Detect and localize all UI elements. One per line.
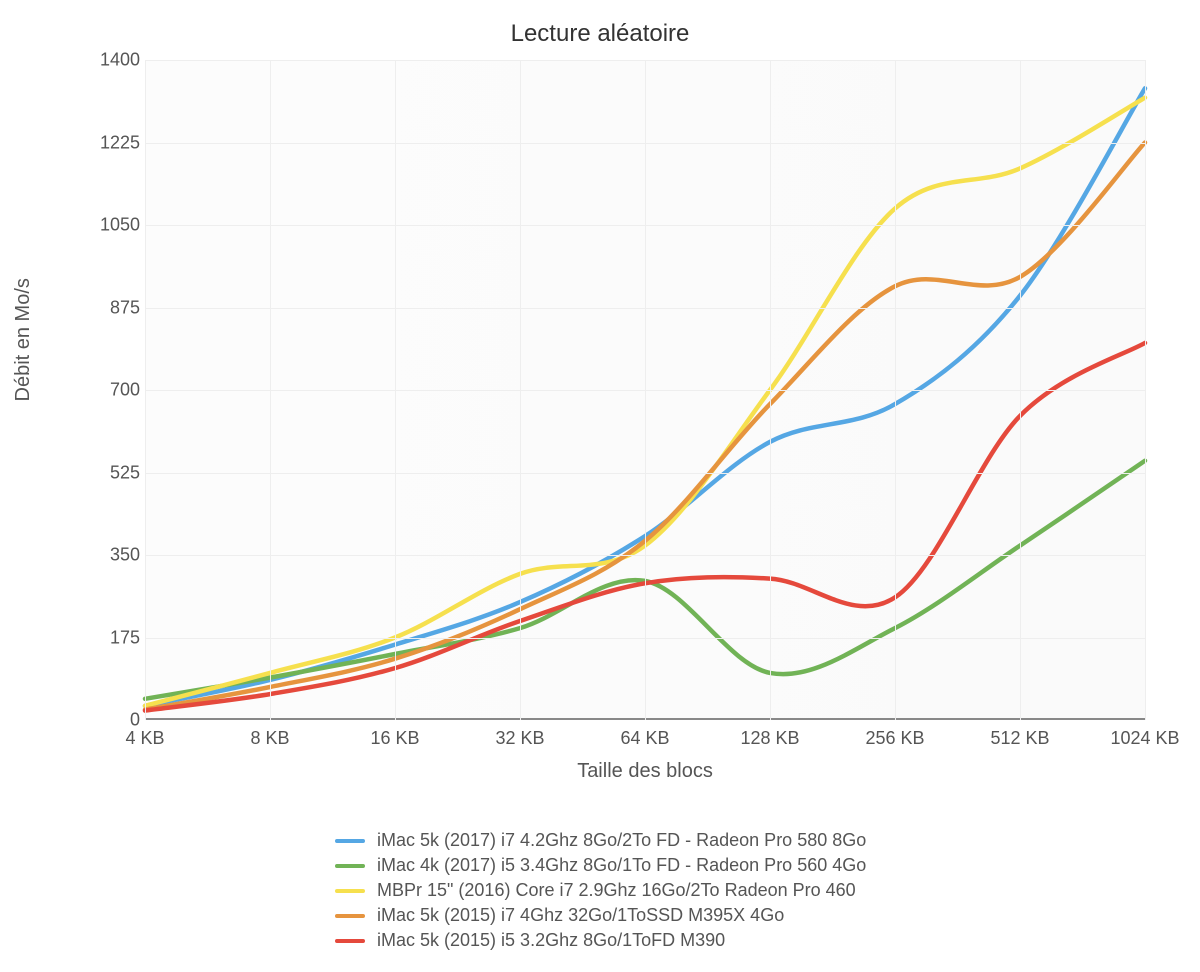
legend-swatch [335, 839, 365, 843]
grid-line-v [395, 60, 396, 720]
x-tick: 512 KB [990, 728, 1049, 749]
legend-item: MBPr 15" (2016) Core i7 2.9Ghz 16Go/2To … [335, 880, 866, 901]
legend-label: MBPr 15" (2016) Core i7 2.9Ghz 16Go/2To … [377, 880, 856, 901]
grid-line-v [520, 60, 521, 720]
grid-line-v [770, 60, 771, 720]
x-tick: 8 KB [250, 728, 289, 749]
y-tick: 875 [85, 297, 140, 318]
chart-title: Lecture aléatoire [0, 20, 1200, 48]
x-axis-label: Taille des blocs [145, 760, 1145, 783]
y-tick: 175 [85, 627, 140, 648]
y-tick: 525 [85, 462, 140, 483]
grid-line-v [145, 60, 146, 720]
legend-item: iMac 5k (2017) i7 4.2Ghz 8Go/2To FD - Ra… [335, 830, 866, 851]
x-tick: 128 KB [740, 728, 799, 749]
y-tick: 1225 [85, 132, 140, 153]
legend-label: iMac 5k (2017) i7 4.2Ghz 8Go/2To FD - Ra… [377, 830, 866, 851]
chart-container: Débit en Mo/s Taille des blocs 017535052… [45, 60, 1165, 780]
legend: iMac 5k (2017) i7 4.2Ghz 8Go/2To FD - Ra… [335, 830, 866, 955]
legend-swatch [335, 864, 365, 868]
legend-item: iMac 4k (2017) i5 3.4Ghz 8Go/1To FD - Ra… [335, 855, 866, 876]
legend-label: iMac 5k (2015) i7 4Ghz 32Go/1ToSSD M395X… [377, 905, 784, 926]
y-tick: 700 [85, 380, 140, 401]
legend-swatch [335, 889, 365, 893]
grid-line-v [645, 60, 646, 720]
y-tick: 1400 [85, 50, 140, 71]
grid-line-v [1020, 60, 1021, 720]
x-tick: 64 KB [620, 728, 669, 749]
y-tick: 1050 [85, 215, 140, 236]
legend-swatch [335, 914, 365, 918]
grid-line-v [1145, 60, 1146, 720]
x-tick: 256 KB [865, 728, 924, 749]
x-tick: 16 KB [370, 728, 419, 749]
grid-line-v [895, 60, 896, 720]
grid-line-v [270, 60, 271, 720]
legend-label: iMac 4k (2017) i5 3.4Ghz 8Go/1To FD - Ra… [377, 855, 866, 876]
y-axis-label: Débit en Mo/s [12, 278, 35, 401]
x-tick: 32 KB [495, 728, 544, 749]
y-tick: 350 [85, 545, 140, 566]
x-tick: 4 KB [125, 728, 164, 749]
legend-item: iMac 5k (2015) i5 3.2Ghz 8Go/1ToFD M390 [335, 930, 866, 951]
legend-label: iMac 5k (2015) i5 3.2Ghz 8Go/1ToFD M390 [377, 930, 725, 951]
legend-item: iMac 5k (2015) i7 4Ghz 32Go/1ToSSD M395X… [335, 905, 866, 926]
legend-swatch [335, 939, 365, 943]
x-tick: 1024 KB [1110, 728, 1179, 749]
